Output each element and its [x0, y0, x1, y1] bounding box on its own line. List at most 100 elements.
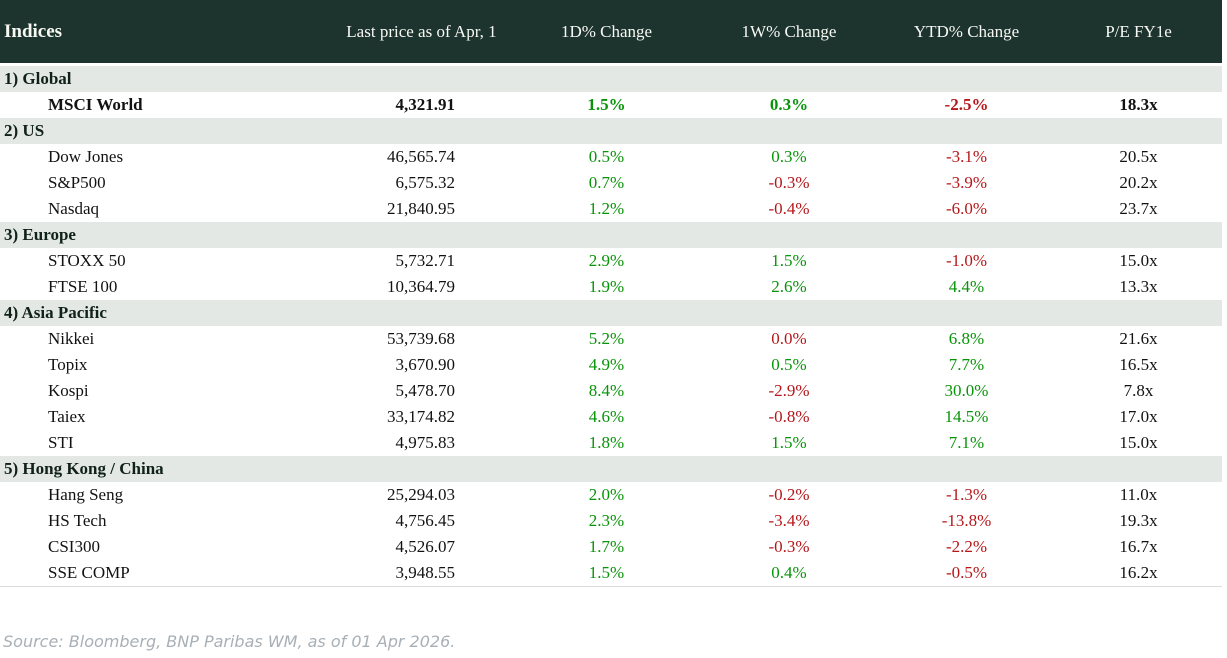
- change-ytd: 7.7%: [948, 355, 985, 374]
- last-price: 3,948.55: [395, 563, 456, 582]
- last-price: 5,478.70: [395, 381, 456, 400]
- change-ytd: -13.8%: [941, 511, 992, 530]
- pe-fy1e: 18.3x: [1119, 95, 1158, 114]
- index-name: HS Tech: [48, 511, 107, 530]
- index-name: Taiex: [48, 407, 86, 426]
- index-name: Hang Seng: [48, 485, 124, 504]
- index-name: S&P500: [48, 173, 106, 192]
- index-row: Topix 3,670.90 4.9% 0.5% 7.7% 16.5x: [0, 352, 1222, 378]
- change-1w: 1.5%: [771, 433, 807, 452]
- section-label: 3) Europe: [4, 225, 76, 244]
- change-1w: 1.5%: [771, 251, 807, 270]
- index-name: MSCI World: [48, 95, 143, 114]
- index-name: SSE COMP: [48, 563, 130, 582]
- change-ytd: -1.3%: [945, 485, 988, 504]
- pe-fy1e: 13.3x: [1119, 277, 1158, 296]
- change-1w: 0.0%: [771, 329, 807, 348]
- column-header-1d-change: 1D% Change: [560, 21, 653, 41]
- section-header-row: 1) Global: [0, 66, 1222, 92]
- pe-fy1e: 7.8x: [1123, 381, 1154, 400]
- change-1d: 0.5%: [588, 147, 625, 166]
- change-1d: 1.9%: [588, 277, 625, 296]
- index-name: FTSE 100: [48, 277, 118, 296]
- section-label: 4) Asia Pacific: [4, 303, 107, 322]
- index-row: MSCI World 4,321.91 1.5% 0.3% -2.5% 18.3x: [0, 92, 1222, 118]
- index-name: CSI300: [48, 537, 100, 556]
- change-1w: -0.4%: [768, 199, 810, 218]
- table-body: 1) Global MSCI World 4,321.91 1.5% 0.3% -2.5%…: [0, 66, 1222, 586]
- pe-fy1e: 21.6x: [1119, 329, 1158, 348]
- pe-fy1e: 15.0x: [1119, 433, 1158, 452]
- last-price: 10,364.79: [387, 277, 455, 296]
- pe-fy1e: 11.0x: [1119, 485, 1158, 504]
- change-ytd: -2.2%: [945, 537, 988, 556]
- last-price: 3,670.90: [395, 355, 456, 374]
- index-name: Nikkei: [48, 329, 95, 348]
- last-price: 6,575.32: [395, 173, 456, 192]
- change-1d: 4.6%: [588, 407, 625, 426]
- change-1d: 5.2%: [588, 329, 625, 348]
- change-1w: -0.3%: [768, 173, 810, 192]
- change-1w: 0.3%: [771, 147, 807, 166]
- index-row: Nikkei 53,739.68 5.2% 0.0% 6.8% 21.6x: [0, 326, 1222, 352]
- change-ytd: -0.5%: [945, 563, 988, 582]
- last-price: 21,840.95: [387, 199, 455, 218]
- change-1d: 2.0%: [588, 485, 625, 504]
- index-name: STOXX 50: [48, 251, 126, 270]
- change-ytd: -2.5%: [944, 95, 989, 114]
- index-row: CSI300 4,526.07 1.7% -0.3% -2.2% 16.7x: [0, 534, 1222, 560]
- change-1d: 1.5%: [587, 95, 626, 114]
- index-name: Kospi: [48, 381, 89, 400]
- change-1d: 8.4%: [588, 381, 625, 400]
- pe-fy1e: 16.7x: [1119, 537, 1158, 556]
- index-row: S&P500 6,575.32 0.7% -0.3% -3.9% 20.2x: [0, 170, 1222, 196]
- change-1d: 2.3%: [588, 511, 625, 530]
- pe-fy1e: 23.7x: [1119, 199, 1158, 218]
- column-header-last-price: Last price as of Apr, 1: [346, 21, 497, 41]
- index-name: STI: [48, 433, 74, 452]
- change-ytd: 14.5%: [944, 407, 989, 426]
- index-row: FTSE 100 10,364.79 1.9% 2.6% 4.4% 13.3x: [0, 274, 1222, 300]
- last-price: 46,565.74: [387, 147, 455, 166]
- change-1w: 2.6%: [771, 277, 807, 296]
- index-row: Hang Seng 25,294.03 2.0% -0.2% -1.3% 11.0x: [0, 482, 1222, 508]
- table-title: Indices: [4, 20, 63, 42]
- pe-fy1e: 20.2x: [1119, 173, 1158, 192]
- pe-fy1e: 16.2x: [1119, 563, 1158, 582]
- change-1w: -3.4%: [768, 511, 810, 530]
- last-price: 4,321.91: [395, 95, 456, 114]
- column-header-pe-fy1e: P/E FY1e: [1105, 21, 1172, 41]
- change-1d: 2.9%: [588, 251, 625, 270]
- change-ytd: -3.9%: [945, 173, 988, 192]
- last-price: 33,174.82: [387, 407, 455, 426]
- change-1d: 1.8%: [588, 433, 625, 452]
- change-1w: -0.3%: [768, 537, 810, 556]
- table-header-row: Indices Last price as of Apr, 1 1D% Chan…: [0, 0, 1222, 63]
- column-header-ytd-change: YTD% Change: [913, 21, 1020, 41]
- change-ytd: 7.1%: [948, 433, 985, 452]
- last-price: 4,756.45: [395, 511, 456, 530]
- change-1w: 0.4%: [771, 563, 807, 582]
- last-price: 53,739.68: [387, 329, 455, 348]
- column-header-1w-change: 1W% Change: [741, 21, 837, 41]
- source-note: Source: Bloomberg, BNP Paribas WM, as of…: [3, 632, 456, 651]
- section-header-row: 4) Asia Pacific: [0, 300, 1222, 326]
- change-1d: 1.7%: [588, 537, 625, 556]
- index-name: Dow Jones: [48, 147, 124, 166]
- index-row: Dow Jones 46,565.74 0.5% 0.3% -3.1% 20.5x: [0, 144, 1222, 170]
- last-price: 5,732.71: [395, 251, 456, 270]
- section-header-row: 5) Hong Kong / China: [0, 456, 1222, 482]
- change-1d: 4.9%: [588, 355, 625, 374]
- change-1d: 0.7%: [588, 173, 625, 192]
- section-label: 5) Hong Kong / China: [4, 459, 164, 478]
- change-1w: 0.5%: [771, 355, 807, 374]
- index-row: HS Tech 4,756.45 2.3% -3.4% -13.8% 19.3x: [0, 508, 1222, 534]
- index-row: SSE COMP 3,948.55 1.5% 0.4% -0.5% 16.2x: [0, 560, 1222, 586]
- pe-fy1e: 19.3x: [1119, 511, 1158, 530]
- change-ytd: -1.0%: [945, 251, 988, 270]
- index-row: Taiex 33,174.82 4.6% -0.8% 14.5% 17.0x: [0, 404, 1222, 430]
- pe-fy1e: 20.5x: [1119, 147, 1158, 166]
- index-row: STI 4,975.83 1.8% 1.5% 7.1% 15.0x: [0, 430, 1222, 456]
- indices-table: Indices Last price as of Apr, 1 1D% Chan…: [0, 0, 1222, 587]
- pe-fy1e: 15.0x: [1119, 251, 1158, 270]
